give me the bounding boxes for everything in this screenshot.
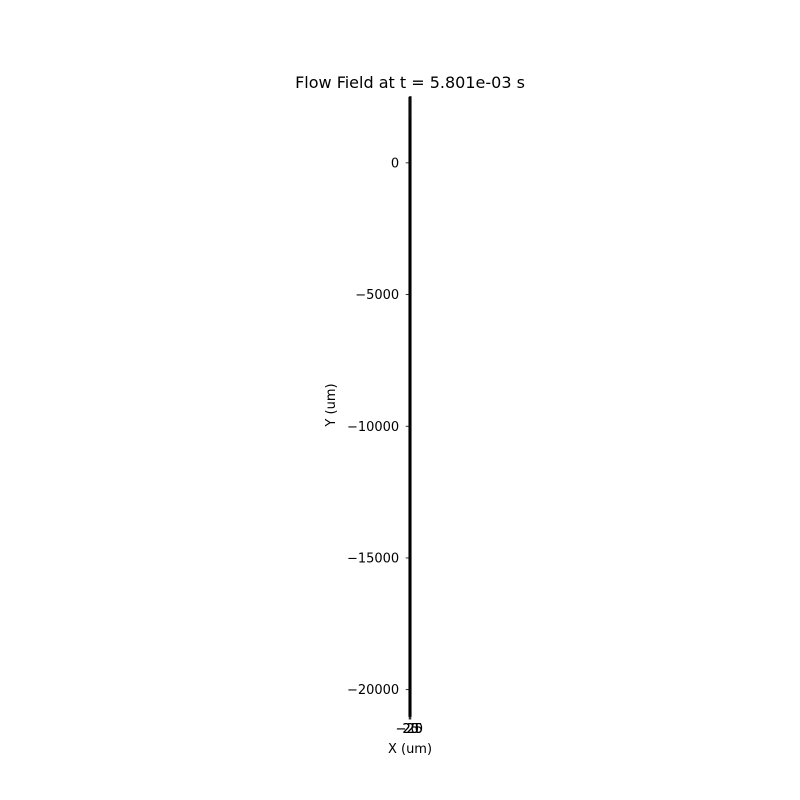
axes-frame (408, 96, 412, 717)
y-tick-label: −10000 (347, 420, 399, 435)
y-tick-label: −15000 (347, 551, 399, 566)
x-axis-label: X (um) (388, 742, 432, 757)
y-tick-label: −5000 (355, 288, 399, 303)
y-tick-label: 0 (391, 156, 399, 171)
y-axis-label: Y (um) (324, 383, 339, 427)
x-tick-label: 20 (402, 722, 419, 737)
x-tick-label: −20 (396, 722, 423, 737)
chart-title: Flow Field at t = 5.801e-03 s (295, 73, 525, 92)
y-axis-ticks: 0 −5000 −10000 −15000 −20000 (347, 156, 410, 698)
y-tick-label: −20000 (347, 683, 399, 698)
x-tick-label: 25 (403, 722, 420, 737)
x-tick-label: −25 (395, 722, 422, 737)
axes-spines (408, 96, 412, 717)
